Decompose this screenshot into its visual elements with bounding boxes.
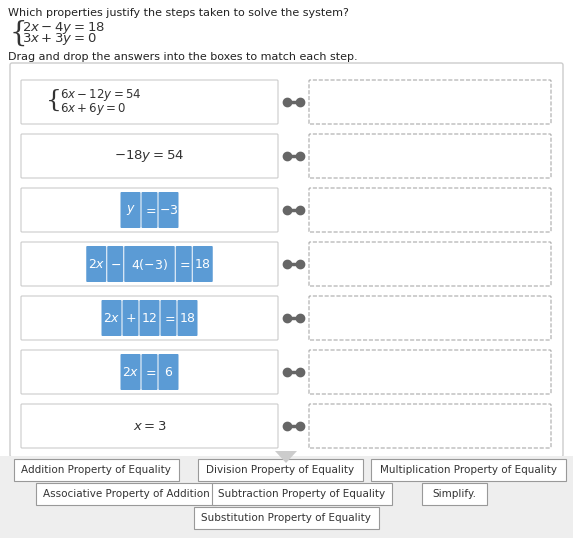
Text: $=$: $=$ [177,257,191,270]
Text: $18$: $18$ [194,257,211,270]
Text: Division Property of Equality: Division Property of Equality [206,465,354,475]
Text: Subtraction Property of Equality: Subtraction Property of Equality [218,489,386,499]
FancyBboxPatch shape [309,242,551,286]
FancyBboxPatch shape [21,242,278,286]
FancyBboxPatch shape [212,483,392,505]
FancyBboxPatch shape [14,459,179,481]
FancyBboxPatch shape [21,188,278,232]
FancyBboxPatch shape [160,300,176,336]
Text: $2x$: $2x$ [122,365,139,378]
FancyBboxPatch shape [309,296,551,340]
Text: Simplify.: Simplify. [432,489,476,499]
FancyBboxPatch shape [194,507,379,529]
Text: $+$: $+$ [125,312,136,325]
FancyBboxPatch shape [87,246,106,282]
FancyBboxPatch shape [178,300,198,336]
FancyBboxPatch shape [107,246,123,282]
Text: $6x + 6y = 0$: $6x + 6y = 0$ [60,101,126,117]
Text: $12$: $12$ [141,312,158,325]
Text: Addition Property of Equality: Addition Property of Equality [21,465,171,475]
FancyBboxPatch shape [120,192,140,228]
Text: $y$: $y$ [125,203,135,217]
Text: $x = 3$: $x = 3$ [132,420,166,433]
Text: Associative Property of Addition: Associative Property of Addition [42,489,209,499]
FancyBboxPatch shape [309,134,551,178]
FancyBboxPatch shape [142,192,158,228]
Text: $2x - 4y = 18$: $2x - 4y = 18$ [22,20,105,36]
FancyBboxPatch shape [309,350,551,394]
Bar [0,456,573,538]
FancyBboxPatch shape [142,354,158,390]
Text: $18$: $18$ [179,312,196,325]
FancyBboxPatch shape [371,459,566,481]
Text: Substitution Property of Equality: Substitution Property of Equality [201,513,371,523]
FancyBboxPatch shape [21,134,278,178]
FancyBboxPatch shape [21,350,278,394]
FancyBboxPatch shape [159,354,179,390]
FancyBboxPatch shape [36,483,216,505]
Text: $-$: $-$ [109,257,121,270]
Text: $6$: $6$ [164,365,173,378]
FancyBboxPatch shape [193,246,213,282]
FancyBboxPatch shape [176,246,192,282]
FancyBboxPatch shape [309,188,551,232]
FancyBboxPatch shape [198,459,363,481]
Polygon shape [275,451,297,463]
Text: $2x$: $2x$ [88,257,105,270]
FancyBboxPatch shape [422,483,486,505]
Text: Multiplication Property of Equality: Multiplication Property of Equality [379,465,556,475]
Text: $-18y = 54$: $-18y = 54$ [115,148,185,164]
FancyBboxPatch shape [309,404,551,448]
FancyBboxPatch shape [123,300,139,336]
FancyBboxPatch shape [21,296,278,340]
Text: {: { [10,20,28,47]
Text: $=$: $=$ [162,312,175,325]
Text: $4(-3)$: $4(-3)$ [131,256,168,272]
FancyBboxPatch shape [159,192,179,228]
Text: $-3$: $-3$ [159,204,178,217]
FancyBboxPatch shape [21,80,278,124]
FancyBboxPatch shape [139,300,159,336]
FancyBboxPatch shape [124,246,175,282]
FancyBboxPatch shape [120,354,140,390]
FancyBboxPatch shape [309,80,551,124]
Text: $6x - 12y = 54$: $6x - 12y = 54$ [60,87,142,103]
Text: $3x + 3y = 0$: $3x + 3y = 0$ [22,31,97,47]
Text: $=$: $=$ [143,365,156,378]
Text: Which properties justify the steps taken to solve the system?: Which properties justify the steps taken… [8,8,349,18]
FancyBboxPatch shape [10,63,563,457]
Text: $=$: $=$ [143,204,156,217]
FancyBboxPatch shape [101,300,121,336]
Text: Drag and drop the answers into the boxes to match each step.: Drag and drop the answers into the boxes… [8,52,358,62]
Text: $2x$: $2x$ [103,312,120,325]
FancyBboxPatch shape [21,404,278,448]
Text: {: { [46,89,62,111]
